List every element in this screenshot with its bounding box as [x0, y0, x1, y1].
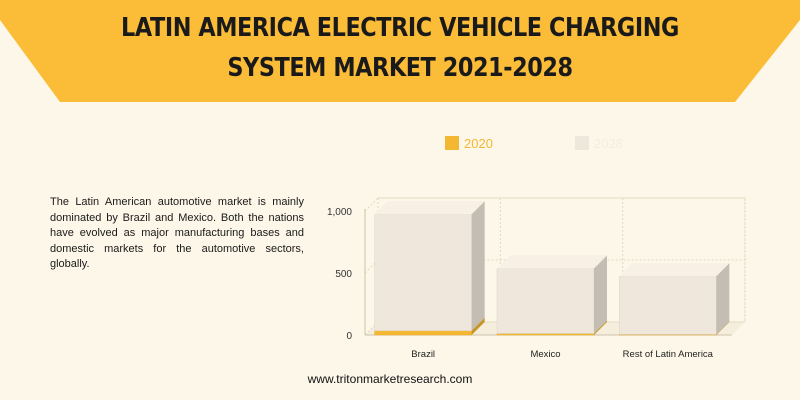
bar-top-2028: [619, 263, 730, 277]
bar-top-2028: [497, 255, 607, 269]
legend-item-2020: 2020: [445, 136, 493, 151]
bar-2020-brazil: [374, 330, 472, 336]
bar-2028-brazil: [374, 213, 472, 331]
bar-side-2028: [594, 255, 607, 334]
bar-side-2028: [471, 201, 485, 331]
x-tick-label: Mexico: [530, 349, 560, 360]
title-banner: LATIN AMERICA ELECTRIC VEHICLE CHARGING …: [0, 0, 800, 102]
bar-side-2020: [471, 317, 485, 335]
legend-label-2020: 2020: [464, 136, 493, 151]
bar-2028-mexico: [496, 268, 595, 334]
market-description: The Latin American automotive market is …: [50, 196, 304, 270]
y-tick-label: 1,000: [327, 207, 352, 218]
bar-top-2028: [374, 201, 485, 215]
legend-label-2028: 2028: [594, 136, 623, 151]
bar-side-2028: [716, 263, 730, 335]
legend-swatch-2028: [575, 136, 589, 150]
y-tick-label: 0: [346, 331, 352, 342]
legend-item-2028: 2028: [575, 136, 623, 151]
legend-swatch-2020: [445, 136, 459, 150]
page-title: LATIN AMERICA ELECTRIC VEHICLE CHARGING …: [121, 13, 679, 83]
bar-2028-rest-of-latin-america: [619, 275, 717, 335]
bar-side-2020: [716, 321, 730, 335]
bar-side-2020: [594, 320, 607, 335]
x-tick-label: Rest of Latin America: [623, 349, 714, 360]
x-tick-label: Brazil: [411, 349, 435, 360]
y-tick-label: 500: [335, 269, 352, 280]
website-url[interactable]: www.tritonmarketresearch.com: [307, 372, 473, 386]
banner-shape: [0, 0, 800, 102]
bar-chart: 1,000 500 0 Brazil Mexico Rest of Latin Ameri…: [327, 197, 746, 360]
